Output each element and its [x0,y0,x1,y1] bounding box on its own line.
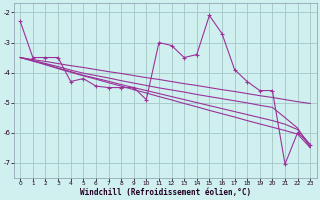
X-axis label: Windchill (Refroidissement éolien,°C): Windchill (Refroidissement éolien,°C) [80,188,251,197]
